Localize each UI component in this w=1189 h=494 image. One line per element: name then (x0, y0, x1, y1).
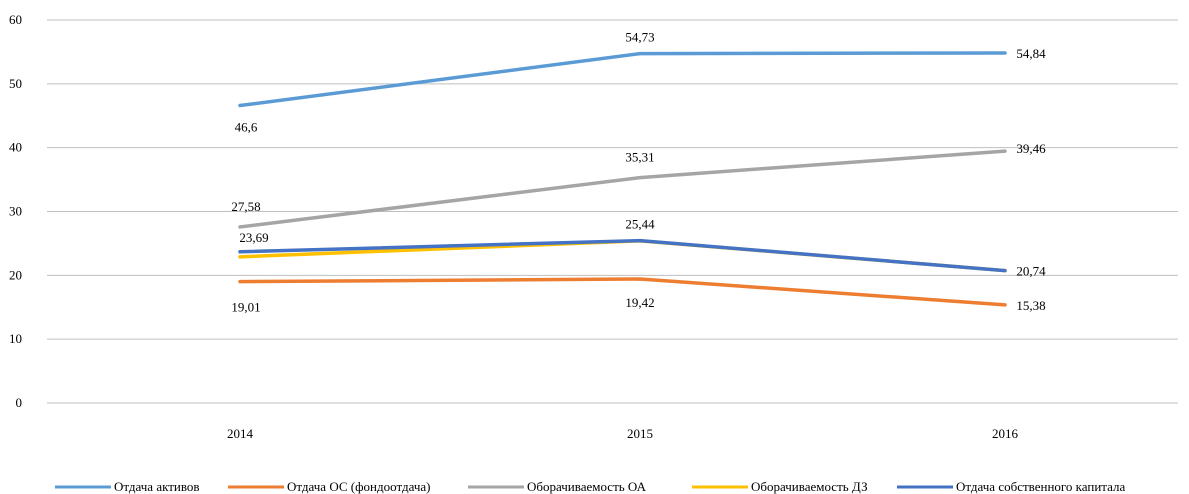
data-label: 19,01 (231, 300, 260, 315)
data-label: 27,58 (231, 199, 260, 214)
data-label: 15,38 (1016, 298, 1045, 313)
y-tick-label: 0 (16, 395, 23, 410)
series-lines (238, 51, 1007, 307)
x-tick-label: 2016 (992, 426, 1019, 441)
data-label: 35,31 (625, 150, 654, 165)
legend-label: Оборачиваемость ДЗ (751, 479, 868, 494)
legend: Отдача активов Отдача ОС (фондоотдача) Обо… (55, 479, 1126, 494)
data-label: 20,74 (1016, 264, 1046, 279)
y-axis-ticks: 0 10 20 30 40 50 60 (9, 12, 22, 410)
gridlines (47, 19, 1178, 404)
data-labels: 46,6 54,73 54,84 19,01 19,42 15,38 27,58 35,31 3… (231, 30, 1046, 315)
legend-label: Отдача ОС (фондоотдача) (287, 479, 430, 494)
data-label: 39,46 (1016, 141, 1046, 156)
data-label: 19,42 (625, 295, 654, 310)
series-line-1 (238, 51, 1007, 108)
y-tick-label: 30 (9, 204, 22, 219)
y-tick-label: 40 (9, 140, 22, 155)
y-tick-label: 20 (9, 267, 22, 282)
y-tick-label: 50 (9, 76, 22, 91)
x-axis-ticks: 2014 2015 2016 (227, 426, 1019, 441)
series-line-4 (238, 239, 1007, 273)
data-label: 25,44 (625, 217, 655, 232)
data-label: 54,84 (1016, 46, 1046, 61)
series-line-2 (238, 277, 1007, 307)
y-tick-label: 60 (9, 12, 22, 27)
y-tick-label: 10 (9, 331, 22, 346)
x-tick-label: 2015 (627, 426, 653, 441)
series-line-5 (238, 238, 1007, 273)
data-label: 23,69 (239, 230, 268, 245)
data-label: 54,73 (625, 30, 654, 45)
legend-label: Отдача активов (114, 479, 200, 494)
data-label: 46,6 (235, 120, 258, 135)
legend-label: Отдача собственного капитала (956, 479, 1126, 494)
series-line-3 (238, 149, 1007, 229)
x-tick-label: 2014 (227, 426, 254, 441)
legend-label: Оборачиваемость ОА (527, 479, 647, 494)
